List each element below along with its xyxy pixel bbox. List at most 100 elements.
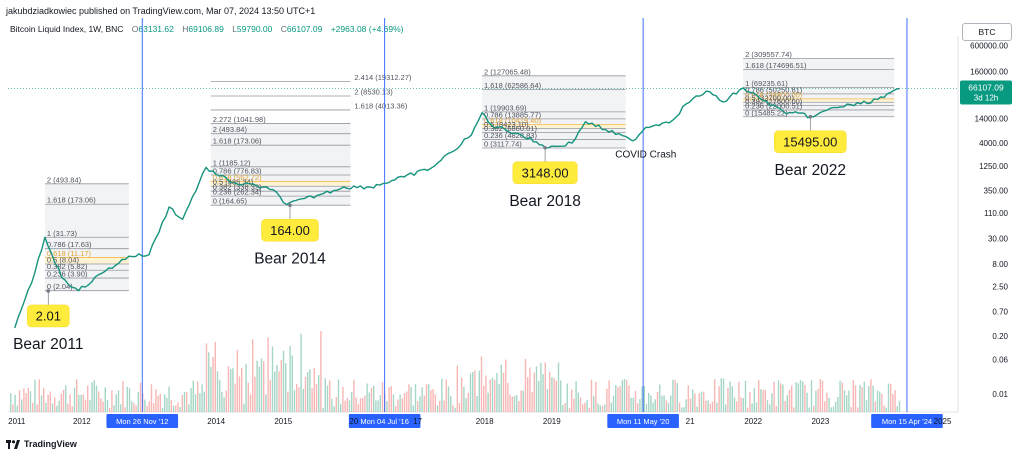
volume-bar: [348, 400, 351, 412]
volume-bar: [729, 381, 731, 412]
volume-bar: [447, 386, 450, 412]
fib-level-label: 1 (31.73): [47, 229, 78, 238]
volume-bar: [458, 402, 461, 412]
volume-bar: [296, 384, 298, 412]
volume-bar: [786, 395, 788, 412]
volume-bar: [474, 370, 476, 412]
volume-bar: [540, 362, 542, 412]
volume-bar: [557, 362, 560, 412]
vertical-marker-label: Mon 26 Nov '12: [116, 417, 168, 426]
volume-bar: [368, 392, 370, 412]
volume-bar: [280, 360, 282, 412]
volume-bar: [210, 366, 212, 412]
volume-bar: [258, 366, 260, 412]
volume-bar: [898, 400, 901, 412]
open-value: 63131.62: [138, 24, 174, 34]
last-price-countdown: 3d 12h: [974, 94, 998, 103]
volume-bar: [214, 341, 216, 412]
tradingview-logo: TradingView: [6, 439, 77, 450]
volume-bar: [10, 393, 12, 412]
low-label: L: [232, 24, 237, 34]
volume-bar: [29, 391, 32, 412]
volume-bar: [311, 388, 313, 412]
x-tick-label: 2025: [934, 417, 952, 426]
volume-bar: [18, 390, 21, 412]
volume-bar: [188, 404, 190, 412]
volume-bar: [641, 386, 643, 412]
volume-bar: [652, 402, 654, 412]
volume-bar: [335, 396, 337, 412]
volume-bar: [714, 379, 716, 412]
fib-level-label: 1.618 (173.06): [47, 196, 96, 205]
vertical-marker-tag: [871, 414, 943, 428]
x-tick-label: 2015: [274, 417, 292, 426]
volume-bar: [168, 386, 170, 412]
close-label: C: [280, 24, 287, 34]
volume-bar: [395, 405, 397, 412]
volume-bar: [406, 391, 408, 412]
volume-bar: [177, 402, 179, 412]
volume-bar: [104, 387, 106, 412]
volume-bar: [623, 378, 626, 412]
fib-level-label: 2 (309557.74): [745, 50, 792, 59]
volume-bar: [390, 386, 392, 412]
annotation-caption: Bear 2014: [254, 250, 326, 267]
volume-bar: [197, 381, 199, 412]
volume-bar: [467, 392, 469, 412]
volume-bar: [199, 393, 201, 412]
volume-bar: [854, 385, 857, 412]
volume-bar: [821, 380, 824, 412]
volume-bar: [595, 381, 597, 412]
volume-bar: [733, 397, 736, 412]
annotation-price-box: [27, 304, 70, 328]
volume-bar: [894, 390, 896, 412]
volume-bar: [639, 399, 641, 412]
volume-bar: [456, 365, 458, 412]
volume-bar: [443, 400, 445, 412]
volume-bar: [775, 405, 777, 412]
volume-bar: [144, 399, 146, 412]
volume-bar: [676, 383, 678, 412]
volume-bar: [590, 379, 593, 412]
covid-crash-note: COVID Crash: [615, 150, 676, 161]
volume-bar: [304, 376, 307, 412]
volume-bar: [868, 385, 870, 412]
volume-bar: [502, 372, 505, 412]
volume-bar: [700, 391, 703, 412]
volume-bar: [157, 395, 159, 412]
annotation-price-box: [512, 161, 578, 185]
fib-golden-zone: [44, 257, 129, 264]
volume-bar: [806, 392, 808, 412]
volume-bar: [634, 390, 637, 412]
fib-level-label: 0.618 (10419.40): [484, 116, 542, 125]
volume-bar: [252, 339, 254, 412]
volume-bar: [527, 377, 529, 412]
currency-button[interactable]: BTC: [962, 23, 1012, 41]
volume-bar: [555, 380, 557, 412]
volume-bar: [485, 375, 487, 412]
volume-bar: [346, 398, 348, 412]
volume-bar: [245, 363, 247, 412]
volume-bar: [815, 390, 817, 412]
volume-bar: [650, 395, 652, 412]
volume-bar: [780, 383, 782, 412]
volume-bar: [692, 389, 694, 412]
volume-bar: [718, 386, 720, 412]
volume-bar: [302, 388, 304, 412]
volume-bar: [164, 394, 166, 412]
volume-bar: [388, 387, 390, 412]
annotation-point: [46, 289, 51, 293]
publisher-line: jakubdziadkowiec published on TradingVie…: [6, 6, 316, 16]
volume-bar: [161, 407, 164, 412]
annotation-caption: Bear 2022: [775, 162, 847, 179]
volume-bar: [133, 402, 135, 412]
volume-bar: [271, 346, 274, 412]
fib-level-label: 0.786 (17.63): [47, 240, 92, 249]
volume-bar: [256, 360, 258, 412]
volume-bar: [73, 387, 76, 412]
volume-bar: [802, 381, 804, 412]
fib-level-label: 0.786 (776.83): [213, 167, 262, 176]
fib-level-label: 1 (1185.12): [213, 158, 251, 167]
volume-bar: [278, 371, 280, 412]
